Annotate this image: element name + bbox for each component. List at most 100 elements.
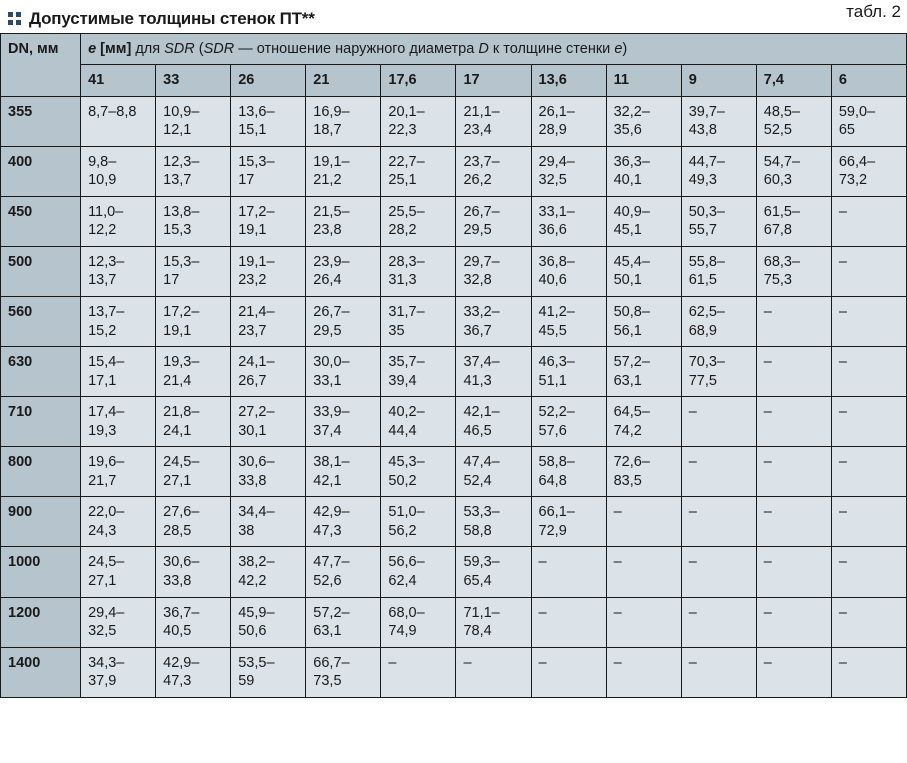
row-header-dn: 500 — [1, 246, 81, 296]
data-cell: – — [756, 447, 831, 497]
col-header-sdr: 9 — [681, 65, 756, 97]
data-cell: 33,1– 36,6 — [531, 196, 606, 246]
data-cell: 40,2– 44,4 — [381, 397, 456, 447]
data-cell: 26,7– 29,5 — [456, 196, 531, 246]
data-cell: – — [756, 296, 831, 346]
data-cell: 53,3– 58,8 — [456, 497, 531, 547]
data-cell: 38,2– 42,2 — [231, 547, 306, 597]
data-cell: – — [681, 597, 756, 647]
row-header-dn: 630 — [1, 347, 81, 397]
data-cell: – — [531, 547, 606, 597]
data-cell: 53,5– 59 — [231, 647, 306, 697]
data-cell: 72,6– 83,5 — [606, 447, 681, 497]
data-cell: 42,9– 47,3 — [306, 497, 381, 547]
table-row: 120029,4– 32,536,7– 40,545,9– 50,657,2– … — [1, 597, 907, 647]
data-cell: – — [606, 547, 681, 597]
data-cell: 12,3– 13,7 — [156, 146, 231, 196]
data-cell: 57,2– 63,1 — [306, 597, 381, 647]
data-cell: – — [831, 647, 906, 697]
title-bullet-icon — [8, 12, 21, 25]
sdr-header-row: 4133262117,61713,61197,46 — [1, 65, 907, 97]
data-cell: 36,3– 40,1 — [606, 146, 681, 196]
table-title-bar: Допустимые толщины стенок ПТ** табл. 2 — [0, 0, 907, 33]
data-cell: 45,3– 50,2 — [381, 447, 456, 497]
wall-thickness-table: DN, мм e [мм] для SDR (SDR — отношение н… — [0, 33, 907, 698]
table-row: 3558,7–8,810,9– 12,113,6– 15,116,9– 18,7… — [1, 96, 907, 146]
data-cell: – — [681, 647, 756, 697]
row-header-dn: 900 — [1, 497, 81, 547]
data-cell: 17,2– 19,1 — [231, 196, 306, 246]
data-cell: – — [756, 347, 831, 397]
data-cell: 20,1– 22,3 — [381, 96, 456, 146]
data-cell: 27,2– 30,1 — [231, 397, 306, 447]
col-header-sdr: 7,4 — [756, 65, 831, 97]
data-cell: 36,7– 40,5 — [156, 597, 231, 647]
col-header-sdr: 26 — [231, 65, 306, 97]
table-body: 3558,7–8,810,9– 12,113,6– 15,116,9– 18,7… — [1, 96, 907, 697]
table-number-label: табл. 2 — [846, 2, 901, 22]
table-row: 90022,0– 24,327,6– 28,534,4– 3842,9– 47,… — [1, 497, 907, 547]
data-cell: 29,4– 32,5 — [81, 597, 156, 647]
data-cell: 40,9– 45,1 — [606, 196, 681, 246]
header-txt-2: — отношение наружного диаметра — [234, 41, 478, 57]
col-header-description: e [мм] для SDR (SDR — отношение наружног… — [81, 33, 907, 65]
col-header-sdr: 41 — [81, 65, 156, 97]
data-cell: – — [681, 547, 756, 597]
data-cell: 56,6– 62,4 — [381, 547, 456, 597]
col-header-sdr: 33 — [156, 65, 231, 97]
data-cell: 19,1– 21,2 — [306, 146, 381, 196]
data-cell: 11,0– 12,2 — [81, 196, 156, 246]
data-cell: – — [831, 246, 906, 296]
data-cell: – — [531, 647, 606, 697]
row-header-dn: 1400 — [1, 647, 81, 697]
data-cell: – — [606, 647, 681, 697]
data-cell: 47,4– 52,4 — [456, 447, 531, 497]
data-cell: 38,1– 42,1 — [306, 447, 381, 497]
data-cell: 58,8– 64,8 — [531, 447, 606, 497]
header-txt-3: к толщине стенки — [489, 41, 615, 57]
data-cell: – — [756, 647, 831, 697]
row-header-dn: 1200 — [1, 597, 81, 647]
table-row: 45011,0– 12,213,8– 15,317,2– 19,121,5– 2… — [1, 196, 907, 246]
data-cell: 48,5– 52,5 — [756, 96, 831, 146]
data-cell: 29,7– 32,8 — [456, 246, 531, 296]
data-cell: 52,2– 57,6 — [531, 397, 606, 447]
col-header-sdr: 13,6 — [531, 65, 606, 97]
data-cell: 29,4– 32,5 — [531, 146, 606, 196]
data-cell: 66,1– 72,9 — [531, 497, 606, 547]
data-cell: 37,4– 41,3 — [456, 347, 531, 397]
col-header-sdr: 11 — [606, 65, 681, 97]
data-cell: – — [756, 497, 831, 547]
row-header-dn: 710 — [1, 397, 81, 447]
table-row: 50012,3– 13,715,3– 1719,1– 23,223,9– 26,… — [1, 246, 907, 296]
data-cell: 26,1– 28,9 — [531, 96, 606, 146]
row-header-dn: 560 — [1, 296, 81, 346]
table-row: 71017,4– 19,321,8– 24,127,2– 30,133,9– 3… — [1, 397, 907, 447]
data-cell: 24,5– 27,1 — [81, 547, 156, 597]
data-cell: 17,4– 19,3 — [81, 397, 156, 447]
data-cell: 55,8– 61,5 — [681, 246, 756, 296]
data-cell: 39,7– 43,8 — [681, 96, 756, 146]
data-cell: 30,6– 33,8 — [156, 547, 231, 597]
data-cell: 68,3– 75,3 — [756, 246, 831, 296]
data-cell: 15,3– 17 — [231, 146, 306, 196]
data-cell: 15,3– 17 — [156, 246, 231, 296]
data-cell: 54,7– 60,3 — [756, 146, 831, 196]
header-sym-d: D — [478, 41, 488, 57]
data-cell: 34,3– 37,9 — [81, 647, 156, 697]
data-cell: 21,4– 23,7 — [231, 296, 306, 346]
table-title: Допустимые толщины стенок ПТ** — [29, 9, 315, 29]
data-cell: 19,6– 21,7 — [81, 447, 156, 497]
data-cell: 19,1– 23,2 — [231, 246, 306, 296]
data-cell: 46,3– 51,1 — [531, 347, 606, 397]
data-cell: 50,3– 55,7 — [681, 196, 756, 246]
data-cell: 25,5– 28,2 — [381, 196, 456, 246]
data-cell: 42,1– 46,5 — [456, 397, 531, 447]
data-cell: 59,0– 65 — [831, 96, 906, 146]
data-cell: – — [831, 597, 906, 647]
data-cell: 42,9– 47,3 — [156, 647, 231, 697]
data-cell: 21,5– 23,8 — [306, 196, 381, 246]
data-cell: 9,8– 10,9 — [81, 146, 156, 196]
data-cell: 45,4– 50,1 — [606, 246, 681, 296]
data-cell: – — [831, 447, 906, 497]
